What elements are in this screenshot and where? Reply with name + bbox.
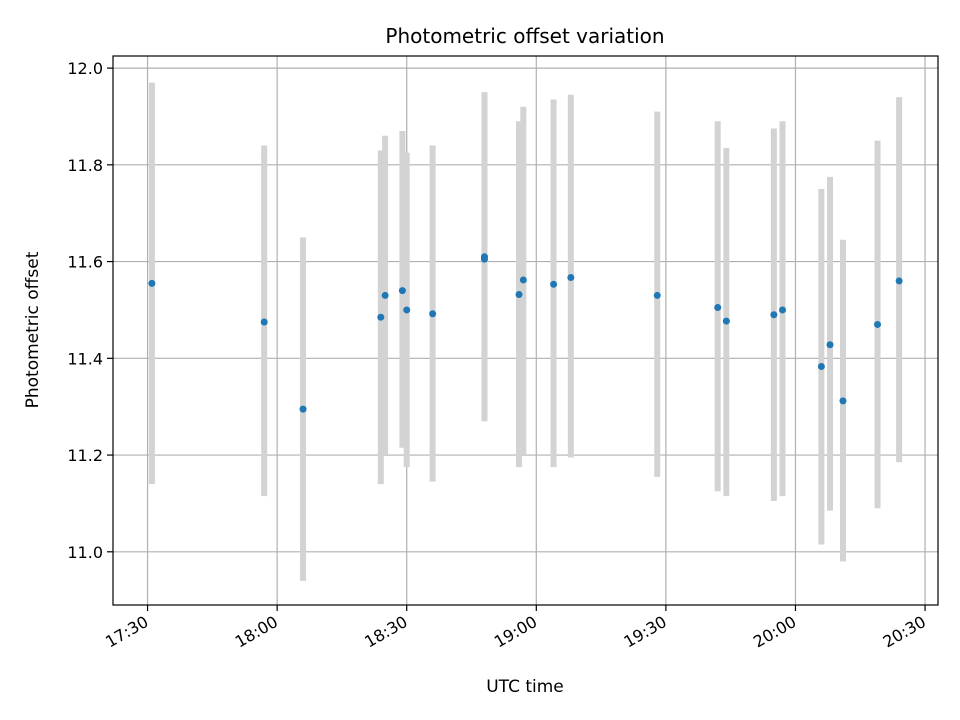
data-point — [826, 341, 834, 349]
data-point — [895, 277, 903, 285]
data-point — [770, 311, 778, 319]
data-point — [480, 253, 488, 261]
data-point — [429, 310, 437, 318]
chart-title: Photometric offset variation — [385, 24, 664, 48]
data-point — [398, 287, 406, 295]
data-point — [299, 405, 307, 413]
data-point — [260, 318, 268, 326]
data-points — [148, 253, 903, 413]
data-point — [377, 313, 385, 321]
y-axis-label: Photometric offset — [23, 251, 43, 408]
y-tick-label: 11.0 — [67, 543, 103, 562]
data-point — [653, 291, 661, 299]
y-tick-label: 11.6 — [67, 253, 103, 272]
y-tick-label: 11.2 — [67, 446, 103, 465]
data-point — [714, 304, 722, 312]
y-axis: 11.0 11.2 11.4 11.6 11.8 12.0 — [67, 59, 113, 562]
data-point — [567, 274, 575, 282]
data-point — [550, 280, 558, 288]
y-tick-label: 11.4 — [67, 349, 103, 368]
data-point — [515, 290, 523, 298]
data-point — [722, 317, 730, 325]
data-point — [817, 363, 825, 371]
data-point — [381, 291, 389, 299]
y-tick-label: 11.8 — [67, 156, 103, 175]
data-point — [874, 320, 882, 328]
x-axis-label: UTC time — [486, 677, 564, 697]
data-point — [519, 276, 527, 284]
data-point — [779, 306, 787, 314]
plot-frame — [112, 55, 939, 606]
data-point — [148, 279, 156, 287]
y-tick-label: 12.0 — [67, 59, 103, 78]
data-point — [839, 397, 847, 405]
data-point — [403, 306, 411, 314]
